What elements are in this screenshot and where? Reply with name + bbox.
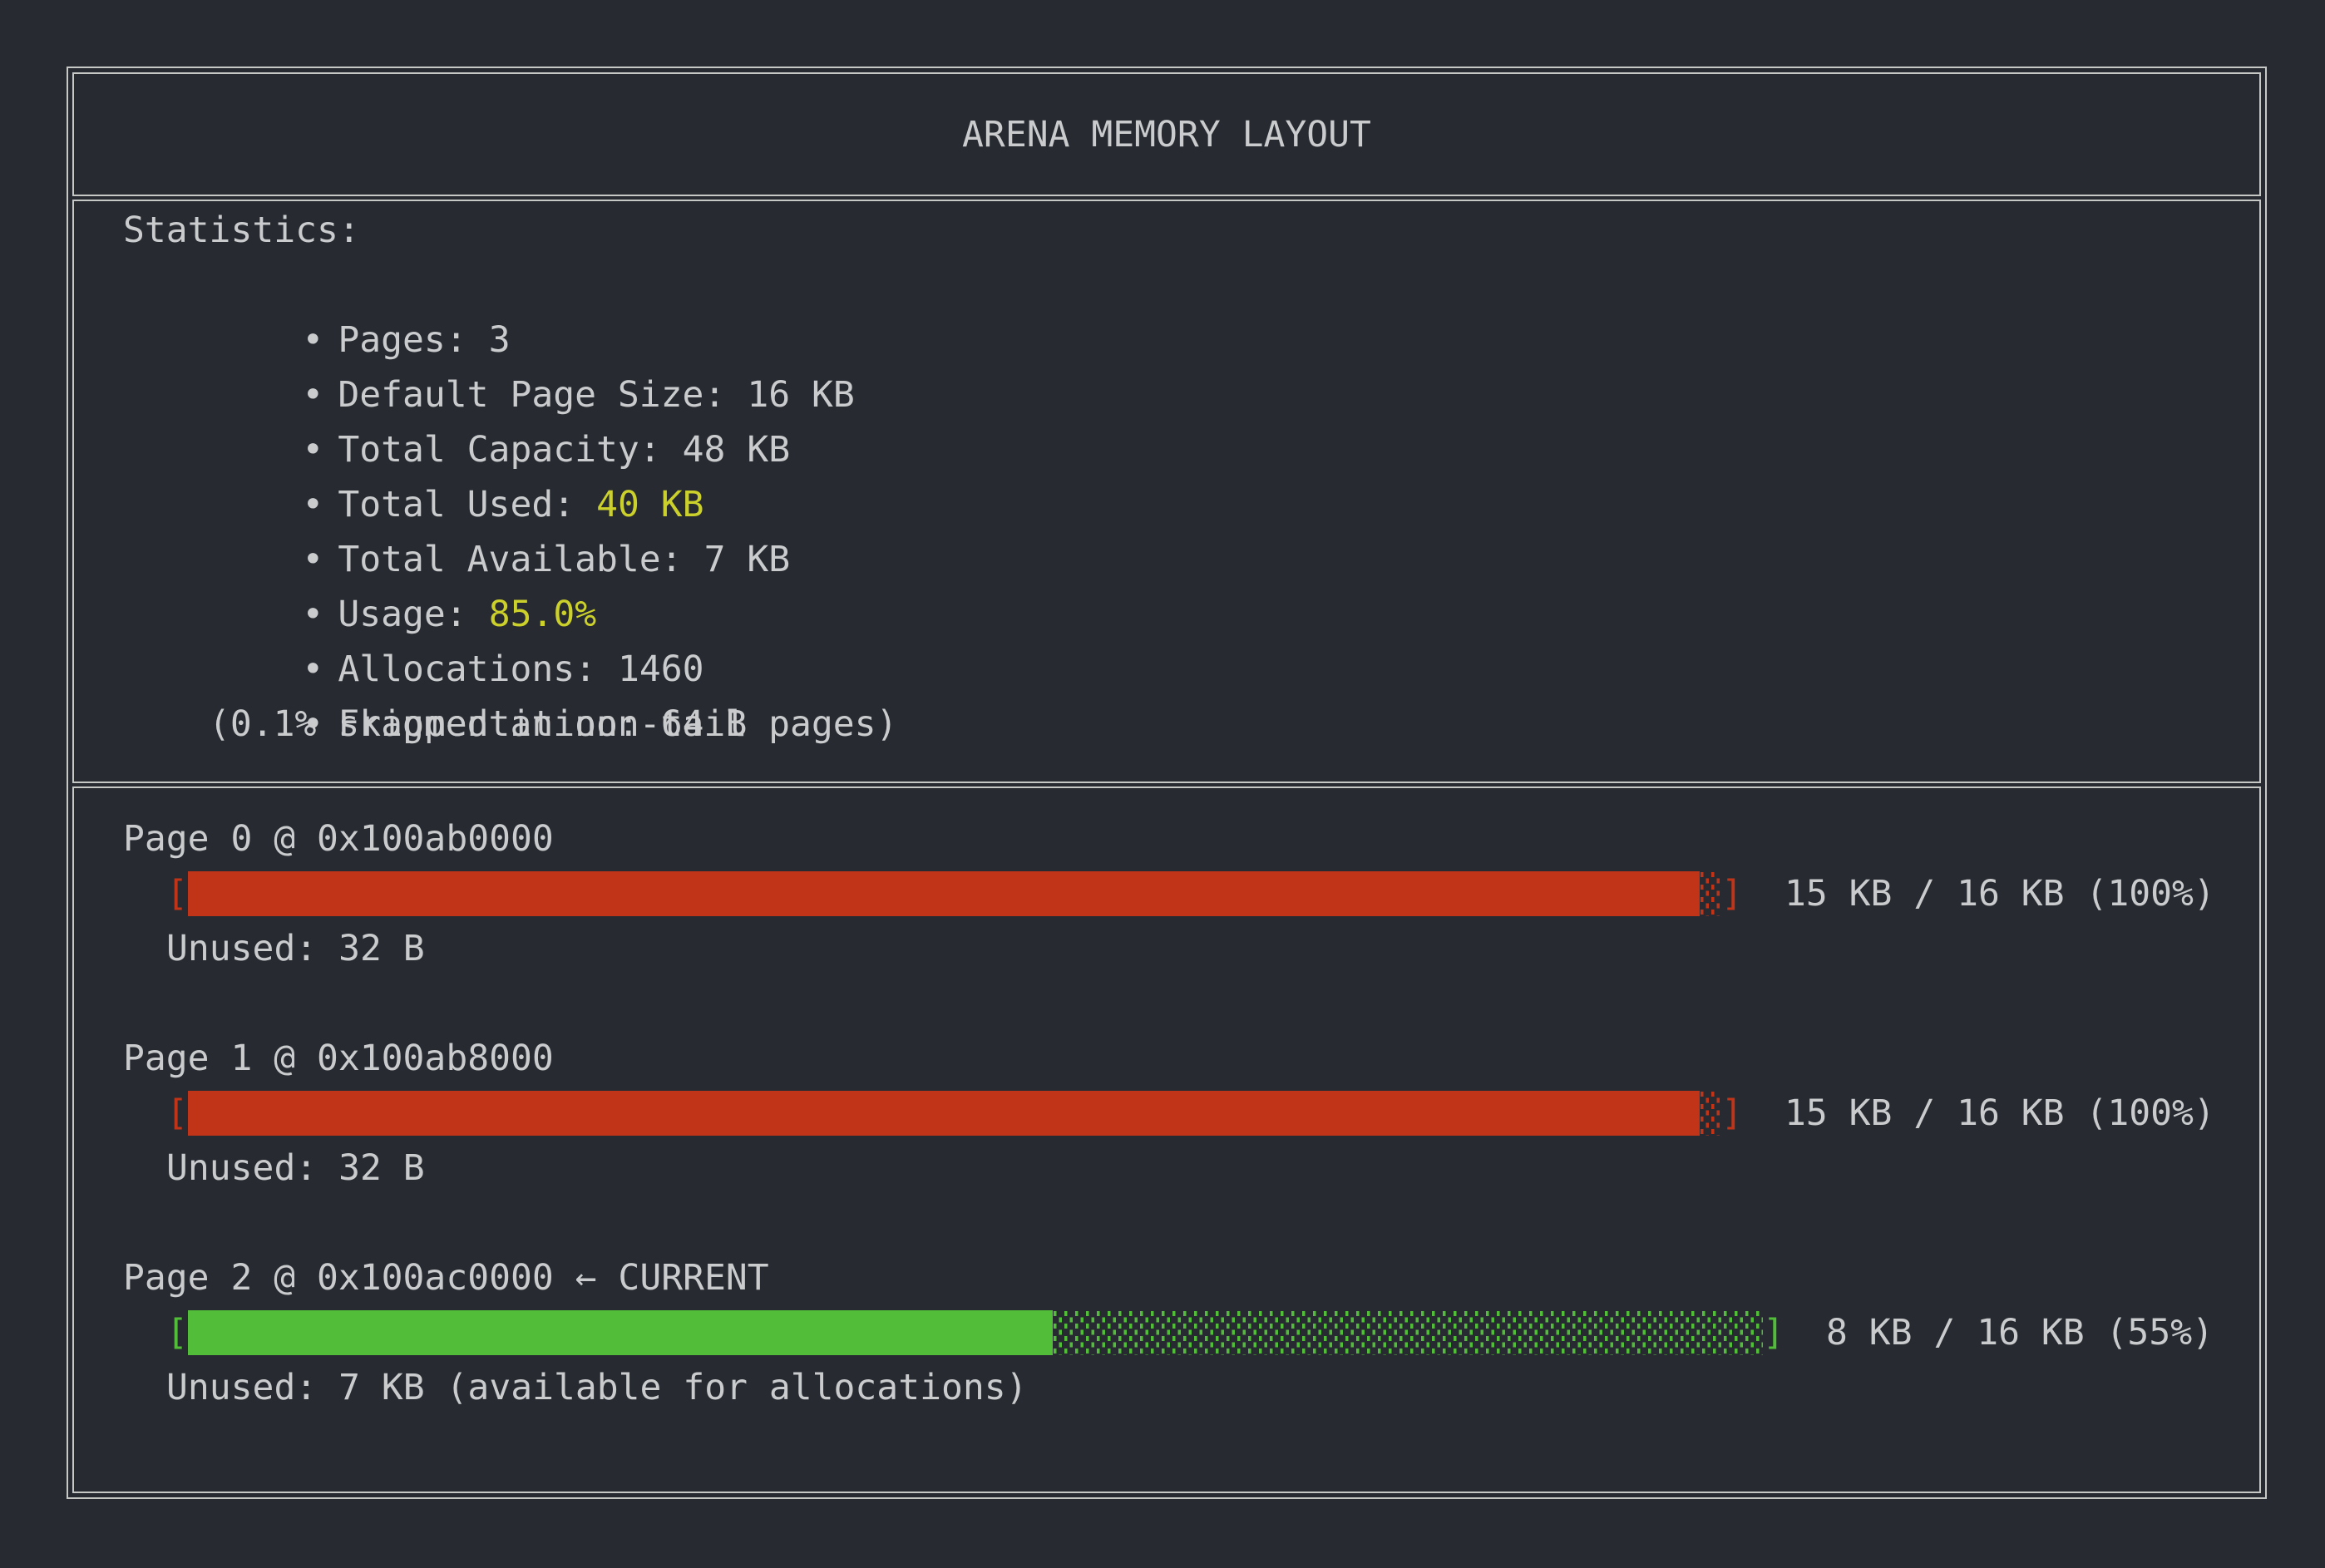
app-title: ARENA MEMORY LAYOUT: [962, 113, 1371, 155]
open-bracket: [: [166, 1092, 188, 1134]
used-segment: [188, 871, 1700, 916]
title-panel: ARENA MEMORY LAYOUT: [72, 72, 2261, 196]
stat-item-total-capacity: • Total Capacity: 48 KB: [123, 367, 2259, 471]
page-heading: Page 0 @ 0x100ab0000: [123, 818, 554, 860]
stat-label: Total Capacity:: [338, 429, 661, 471]
usage-label: 15 KB / 16 KB (100%): [1784, 873, 2215, 915]
stat-item-fragmentation: • Fragmentation: 64 B: [123, 642, 2259, 745]
stat-value: 64 B: [660, 703, 748, 745]
unused-label: Unused: 32 B: [166, 928, 425, 969]
bullet-icon: •: [302, 374, 324, 416]
close-bracket: ]: [1763, 1312, 1784, 1354]
stat-value: 7 KB: [703, 539, 791, 580]
memory-bar-track: [188, 1310, 1763, 1355]
stat-value-highlighted: 85.0%: [488, 594, 597, 635]
stat-item-total-used: • Total Used: 40 KB: [123, 422, 2259, 525]
stat-label: Usage:: [338, 594, 467, 635]
bullet-icon: •: [302, 319, 324, 361]
bullet-icon: •: [302, 539, 324, 580]
stats-heading: Statistics:: [123, 210, 360, 251]
close-bracket: ]: [1721, 873, 1743, 915]
stat-value: 48 KB: [682, 429, 791, 471]
free-segment: [1700, 1091, 1721, 1136]
stat-value: 16 KB: [747, 374, 855, 416]
bullet-icon: •: [302, 648, 324, 690]
used-segment: [188, 1310, 1053, 1355]
stat-label: Total Used:: [338, 484, 575, 525]
stat-item-allocations: • Allocations: 1460: [123, 587, 2259, 690]
pages-panel: Page 0 @ 0x100ab0000 [ ] 15 KB / 16 KB (…: [72, 786, 2261, 1493]
open-bracket: [: [166, 873, 188, 915]
open-bracket: [: [166, 1312, 188, 1354]
usage-label: 8 KB / 16 KB (55%): [1826, 1312, 2214, 1354]
stat-label: Fragmentation:: [338, 703, 639, 745]
stat-label: Allocations:: [338, 648, 597, 690]
bullet-icon: •: [302, 703, 324, 745]
stat-item-total-available: • Total Available: 7 KB: [123, 477, 2259, 580]
memory-bar: [ ] 15 KB / 16 KB (100%): [166, 1086, 2259, 1141]
stat-label: Total Available:: [338, 539, 683, 580]
page-section-1: Page 1 @ 0x100ab8000 [ ] 15 KB / 16 KB (…: [123, 1031, 2259, 1196]
unused-label: Unused: 7 KB (available for allocations): [166, 1367, 1028, 1408]
page-heading: Page 1 @ 0x100ab8000: [123, 1038, 554, 1079]
bullet-icon: •: [302, 429, 324, 471]
stat-item-pages: • Pages: 3: [123, 258, 2259, 361]
stats-panel: Statistics: • Pages: 3 • Default Page Size:…: [72, 200, 2261, 783]
stat-label: Pages:: [338, 319, 467, 361]
stat-item-usage: • Usage: 85.0%: [123, 532, 2259, 635]
usage-label: 15 KB / 16 KB (100%): [1784, 1092, 2215, 1134]
bullet-icon: •: [302, 594, 324, 635]
free-segment: [1700, 871, 1721, 916]
memory-bar: [ ] 15 KB / 16 KB (100%): [166, 866, 2259, 921]
stat-value: 3: [488, 319, 511, 361]
page-section-2-current: Page 2 @ 0x100ac0000 ← CURRENT [ ] 8 KB …: [123, 1250, 2259, 1415]
page-section-0: Page 0 @ 0x100ab0000 [ ] 15 KB / 16 KB (…: [123, 811, 2259, 976]
free-segment: [1053, 1310, 1763, 1355]
used-segment: [188, 1091, 1700, 1136]
outer-frame: ARENA MEMORY LAYOUT Statistics: • Pages: 3…: [67, 67, 2267, 1499]
unused-label: Unused: 32 B: [166, 1147, 425, 1189]
page-heading: Page 2 @ 0x100ac0000 ← CURRENT: [123, 1257, 769, 1299]
memory-bar: [ ] 8 KB / 16 KB (55%): [166, 1305, 2259, 1360]
stat-value: 1460: [618, 648, 704, 690]
stat-label: Default Page Size:: [338, 374, 726, 416]
bullet-icon: •: [302, 484, 324, 525]
memory-bar-track: [188, 1091, 1721, 1136]
stat-item-default-page-size: • Default Page Size: 16 KB: [123, 313, 2259, 416]
close-bracket: ]: [1721, 1092, 1743, 1134]
stats-note: (0.1% skipped in non-tail pages): [209, 703, 898, 745]
memory-bar-track: [188, 871, 1721, 916]
stat-value-highlighted: 40 KB: [596, 484, 704, 525]
